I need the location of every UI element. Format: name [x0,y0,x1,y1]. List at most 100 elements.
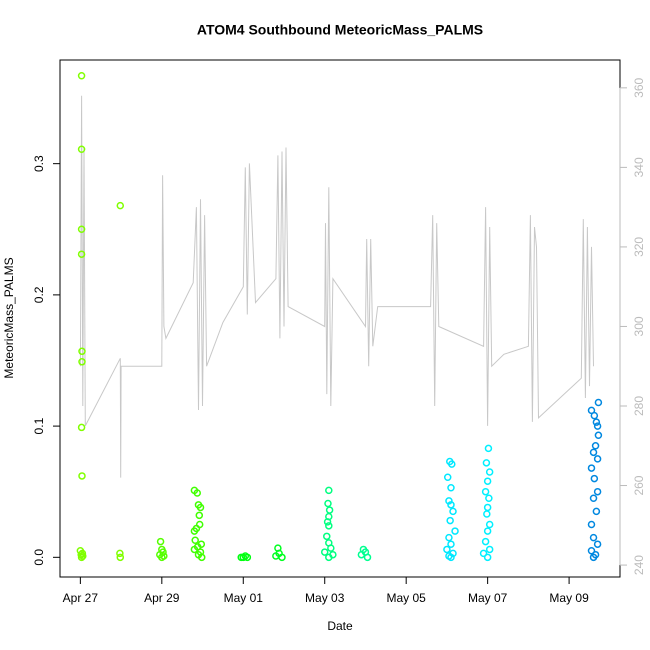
data-point [448,460,456,468]
data-point [483,510,491,518]
data-point [593,540,602,548]
data-point [589,494,598,503]
data-point [443,473,452,482]
x-tick-label: May 01 [224,591,264,605]
chart-title: ATOM4 Southbound MeteoricMass_PALMS [197,22,483,38]
data-point [483,553,492,562]
data-point [587,547,596,555]
data-point [593,487,602,496]
y2-tick-label: 280 [632,396,646,416]
data-point [449,507,457,516]
y2-tick-label: 300 [632,316,646,336]
data-point [446,516,454,525]
data-point [592,418,601,426]
x-axis-label: Date [327,619,353,633]
data-point [190,527,199,535]
x-tick-label: May 09 [549,591,589,605]
data-point [590,474,599,483]
data-point [594,398,603,407]
y2-tick-label: 360 [632,78,646,98]
y2-tick-label: 240 [632,555,646,575]
data-point [591,442,600,450]
data-point [77,71,86,80]
data-point [594,431,603,440]
data-point [325,522,333,530]
data-point [485,520,494,529]
data-point [325,553,333,562]
x-tick-label: May 07 [468,591,508,605]
data-point [77,145,86,153]
data-point [323,518,332,526]
data-point [592,507,601,516]
data-point [158,553,166,562]
x-tick-label: May 05 [387,591,427,605]
data-point [195,511,204,520]
data-point [196,503,205,512]
data-point [193,489,202,497]
y-tick-label: 0.2 [32,286,46,303]
data-point [197,553,206,562]
data-point [77,225,86,234]
data-point [78,358,86,366]
data-point [445,533,453,542]
y-tick-label: 0.1 [32,417,46,434]
x-tick-label: Apr 27 [63,591,99,605]
data-point [447,484,455,492]
data-point [327,544,335,552]
data-point [447,540,455,548]
data-point [77,553,86,562]
data-point [325,486,333,495]
data-point [587,464,596,472]
data-point [77,250,86,258]
data-point [481,487,490,496]
data-point [593,422,602,430]
data-point [593,455,602,463]
data-point [77,423,86,432]
data-point [445,497,453,505]
altitude-line [79,95,594,478]
data-point [589,533,598,542]
y2-tick-label: 320 [632,237,646,257]
data-point [589,448,598,457]
data-point [447,501,455,509]
data-point [278,553,286,562]
data-point [78,347,86,356]
y-axis-label: MeteoricMass_PALMS [2,257,16,378]
y-tick-label: 0.3 [32,155,46,172]
y2-tick-label: 260 [632,475,646,495]
y-tick-label: 0.0 [32,549,46,566]
data-point [190,545,199,554]
data-point [451,527,459,535]
y2-tick-label: 340 [632,157,646,177]
data-point [243,553,252,562]
data-point [589,553,598,562]
data-point [485,468,494,476]
data-point [116,553,125,562]
data-point [479,549,488,558]
data-point [363,553,372,562]
data-point [443,545,451,554]
data-point [116,549,124,558]
data-point [447,553,455,562]
data-point [320,548,329,556]
data-point [485,494,493,503]
data-point [482,459,491,467]
data-point [324,499,332,508]
data-point [484,444,493,453]
data-point [78,472,86,480]
data-point [483,477,492,485]
data-point [485,545,494,554]
data-point [357,550,366,559]
data-point [323,532,331,541]
x-tick-label: May 03 [305,591,345,605]
data-point [483,527,492,535]
data-point [79,552,87,560]
data-point [191,536,199,545]
data-point [116,201,125,210]
data-point [481,537,490,546]
data-point [156,537,165,546]
data-point [590,411,599,420]
data-point [587,520,596,529]
x-tick-label: Apr 29 [144,591,180,605]
